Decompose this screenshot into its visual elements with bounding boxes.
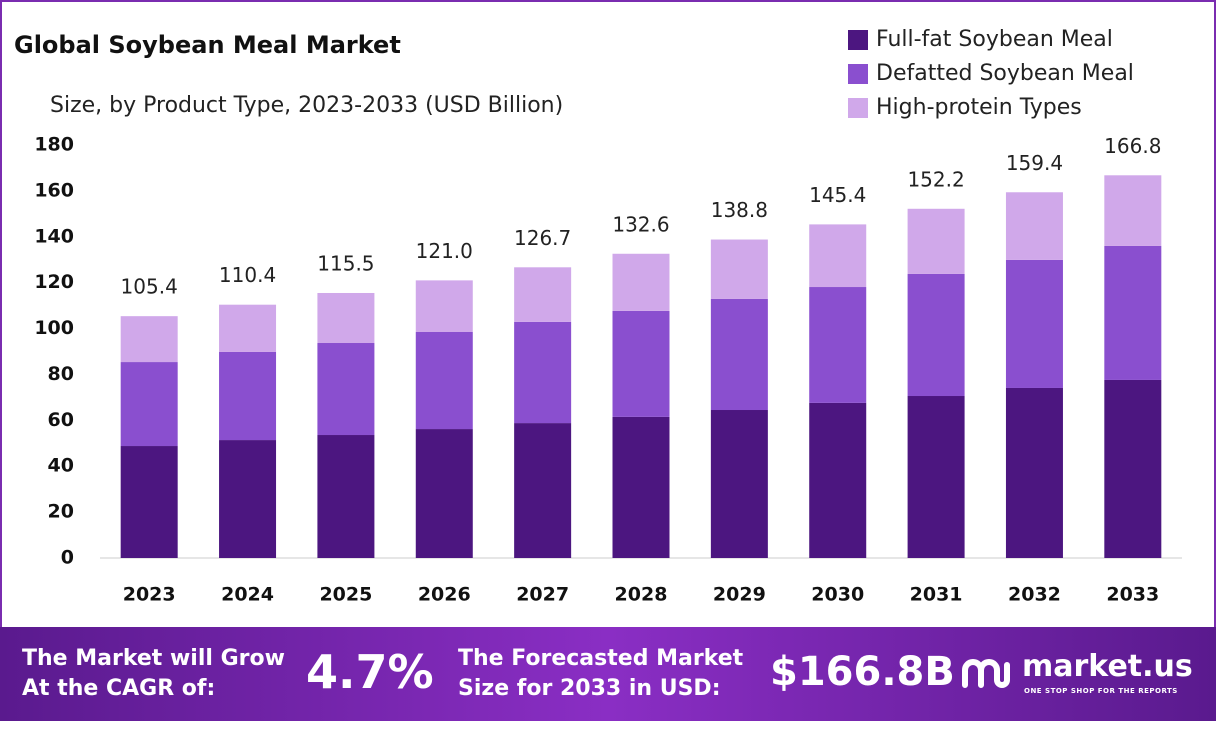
bar-segment xyxy=(219,304,277,352)
legend-label: High-protein Types xyxy=(876,95,1082,120)
bar-segment xyxy=(809,224,867,288)
x-tick-label: 2023 xyxy=(123,584,176,606)
bar-segment xyxy=(1005,387,1063,558)
cagr-line: At the CAGR of: xyxy=(22,676,216,701)
bar-segment xyxy=(1104,175,1162,246)
total-label: 159.4 xyxy=(1006,151,1063,175)
bar-segment xyxy=(120,316,178,363)
bar-segment xyxy=(317,292,375,344)
bar-segment xyxy=(809,402,867,558)
footer-banner: The Market will Grow At the CAGR of: 4.7… xyxy=(0,627,1216,721)
bar-segment xyxy=(415,331,473,430)
bar-segment xyxy=(514,423,572,558)
cagr-value: 4.7% xyxy=(306,645,434,699)
forecast-line: Size for 2033 in USD: xyxy=(458,676,721,701)
y-tick-label: 0 xyxy=(61,547,74,569)
bar-segment xyxy=(415,280,473,332)
legend-label: Defatted Soybean Meal xyxy=(876,61,1134,86)
x-tick-label: 2028 xyxy=(615,584,668,606)
total-label: 166.8 xyxy=(1104,134,1161,158)
legend-swatch xyxy=(848,30,868,50)
total-label: 152.2 xyxy=(907,167,964,191)
bar-segment xyxy=(120,362,178,447)
total-label: 132.6 xyxy=(612,212,669,236)
cagr-line: The Market will Grow xyxy=(22,646,285,671)
total-label: 121.0 xyxy=(416,239,473,263)
forecast-text: The Forecasted Market Size for 2033 in U… xyxy=(458,644,743,704)
x-tick-label: 2032 xyxy=(1008,584,1061,606)
bar-segment xyxy=(710,239,768,299)
bar-segment xyxy=(1005,192,1063,260)
bar-segment xyxy=(612,416,670,558)
y-tick-label: 180 xyxy=(34,134,74,156)
bar-segment xyxy=(219,351,277,441)
legend-swatch xyxy=(848,98,868,118)
x-tick-label: 2033 xyxy=(1106,584,1159,606)
bar-segment xyxy=(710,298,768,411)
brand-tagline: ONE STOP SHOP FOR THE REPORTS xyxy=(1024,687,1178,695)
bar-segment xyxy=(514,321,572,424)
bar-segment xyxy=(907,273,965,397)
total-label: 115.5 xyxy=(317,251,374,275)
bar-segment xyxy=(317,435,375,558)
bar-segment xyxy=(514,267,572,322)
bar-segment xyxy=(415,429,473,558)
total-label: 110.4 xyxy=(219,263,276,287)
brand-name: market.us xyxy=(1022,649,1193,684)
total-label: 126.7 xyxy=(514,226,571,250)
y-tick-label: 80 xyxy=(48,363,74,385)
y-tick-label: 20 xyxy=(48,501,74,523)
total-label: 145.4 xyxy=(809,183,866,207)
x-tick-label: 2024 xyxy=(221,584,274,606)
x-tick-label: 2027 xyxy=(516,584,569,606)
bar-segment xyxy=(120,446,178,558)
y-tick-label: 60 xyxy=(48,409,74,431)
bar-segment xyxy=(1104,245,1162,380)
forecast-value: $166.8B xyxy=(770,649,955,695)
brand-logo xyxy=(962,659,1010,688)
bar-segment xyxy=(219,440,277,558)
bar-segment xyxy=(317,343,375,436)
y-tick-label: 140 xyxy=(34,225,74,247)
bar-segment xyxy=(809,287,867,403)
total-label: 105.4 xyxy=(121,275,178,299)
bar-segment xyxy=(1104,379,1162,558)
bar-segment xyxy=(710,410,768,558)
chart: Global Soybean Meal Market Size, by Prod… xyxy=(0,0,1216,632)
legend-swatch xyxy=(848,64,868,84)
y-tick-label: 100 xyxy=(34,317,74,339)
bar-segment xyxy=(612,253,670,311)
total-label: 138.8 xyxy=(711,198,768,222)
x-tick-label: 2026 xyxy=(418,584,471,606)
y-tick-label: 40 xyxy=(48,455,74,477)
y-tick-label: 160 xyxy=(34,179,74,201)
legend-label: Full-fat Soybean Meal xyxy=(876,27,1113,52)
y-tick-label: 120 xyxy=(34,271,74,293)
forecast-line: The Forecasted Market xyxy=(458,646,744,671)
cagr-text: The Market will Grow At the CAGR of: xyxy=(22,644,285,704)
x-tick-label: 2029 xyxy=(713,584,766,606)
bar-segment xyxy=(907,208,965,274)
chart-title: Global Soybean Meal Market xyxy=(14,31,401,59)
bar-segment xyxy=(907,396,965,558)
chart-subtitle: Size, by Product Type, 2023-2033 (USD Bi… xyxy=(50,93,563,118)
x-tick-label: 2030 xyxy=(811,584,864,606)
bar-segment xyxy=(1005,259,1063,388)
x-tick-label: 2031 xyxy=(910,584,963,606)
x-tick-label: 2025 xyxy=(319,584,372,606)
bar-segment xyxy=(612,310,670,417)
